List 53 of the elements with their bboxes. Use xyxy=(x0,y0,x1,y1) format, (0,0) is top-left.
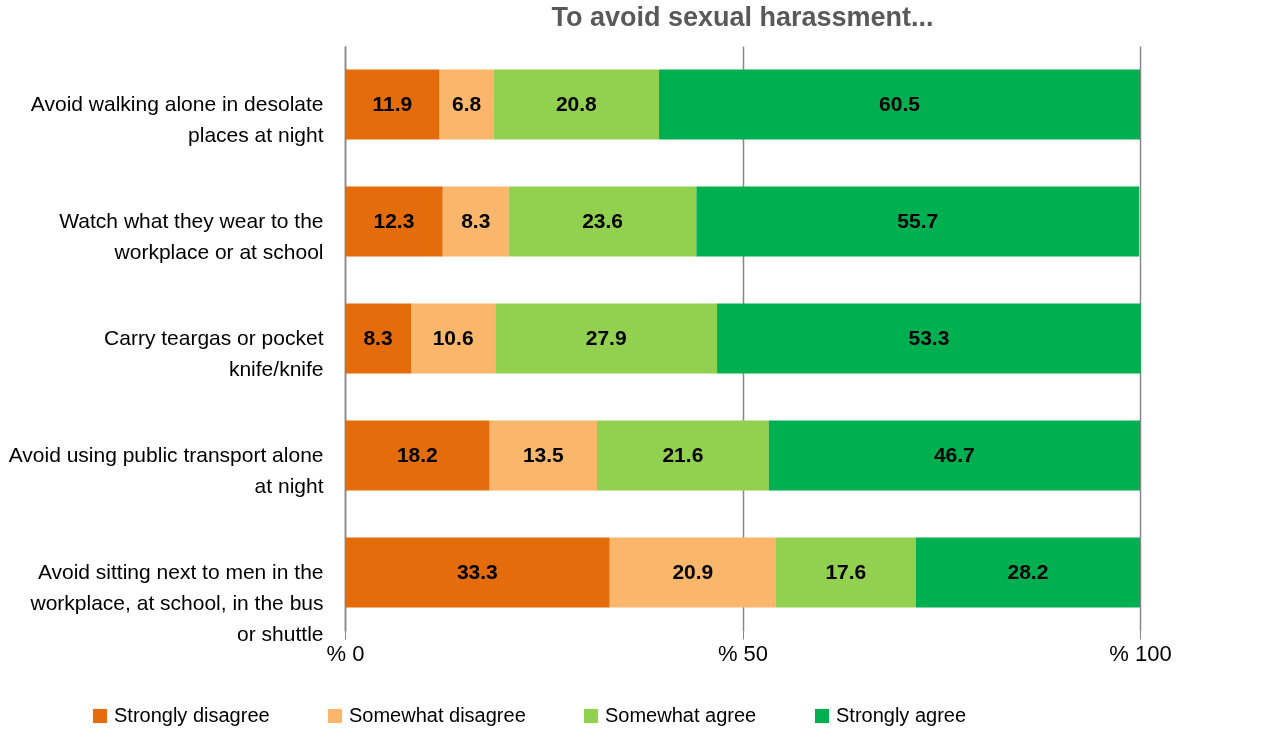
data-label: 55.7 xyxy=(897,208,939,232)
y-tick-label: Avoid using public transport alone at night xyxy=(8,442,324,497)
bar xyxy=(442,186,509,257)
x-tick-label: % 100 xyxy=(1109,640,1172,666)
legend-label: Strongly disagree xyxy=(114,704,270,726)
bar xyxy=(508,186,697,257)
bar xyxy=(597,420,769,491)
data-label: 13.5 xyxy=(522,442,565,466)
bar xyxy=(696,186,1140,257)
bar xyxy=(717,303,1141,374)
x-tick-label: % 0 xyxy=(326,640,365,666)
data-label: 8.3 xyxy=(461,208,491,232)
y-tick-label: Carry teargas or pocket knife/knife xyxy=(104,325,324,380)
legend-label: Somewhat disagree xyxy=(349,704,526,726)
bar xyxy=(775,537,916,608)
data-label: 60.5 xyxy=(879,91,921,115)
legend-label: Strongly agree xyxy=(836,704,967,726)
bar xyxy=(493,69,660,140)
bar xyxy=(489,420,598,491)
data-label: 20.9 xyxy=(672,559,714,583)
data-label: 23.6 xyxy=(582,208,624,232)
bar xyxy=(345,69,440,140)
bar xyxy=(345,186,443,257)
bar xyxy=(495,303,718,374)
y-tick-label: Avoid walking alone in desolate places at night xyxy=(30,91,324,146)
data-label: 8.3 xyxy=(363,325,393,349)
data-label: 12.3 xyxy=(373,208,415,232)
y-tick-label: Avoid sitting next to men in the workplace, at school, in the bus or shuttle xyxy=(29,559,324,645)
bar xyxy=(345,420,490,491)
legend-label: Somewhat agree xyxy=(605,704,757,726)
bar xyxy=(659,69,1140,140)
data-label: 46.7 xyxy=(933,442,975,466)
data-label: 33.3 xyxy=(456,559,498,583)
data-label: 27.9 xyxy=(585,325,627,349)
bar xyxy=(609,537,776,608)
bar xyxy=(410,303,496,374)
data-label: 28.2 xyxy=(1007,559,1049,583)
x-tick-label: % 50 xyxy=(717,640,769,666)
data-label: 21.6 xyxy=(662,442,704,466)
data-label: 6.8 xyxy=(452,91,482,115)
data-label: 17.6 xyxy=(825,559,867,583)
bar xyxy=(439,69,494,140)
bar xyxy=(345,537,610,608)
chart-title: To avoid sexual harassment... xyxy=(551,2,934,32)
bar xyxy=(345,303,411,374)
data-label: 53.3 xyxy=(908,325,950,349)
bar xyxy=(915,537,1140,608)
data-label: 18.2 xyxy=(396,442,438,466)
data-label: 10.6 xyxy=(432,325,474,349)
y-tick-label: Watch what they wear to the workplace or at school xyxy=(59,208,324,263)
data-label: 20.8 xyxy=(555,91,598,115)
bar xyxy=(768,420,1140,491)
data-label: 11.9 xyxy=(372,91,413,115)
